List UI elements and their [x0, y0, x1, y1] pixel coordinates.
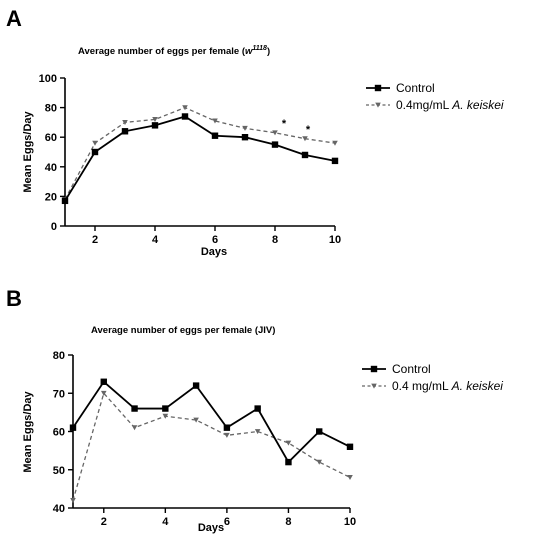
- panel-a-ylabel: Mean Eggs/Day: [22, 110, 34, 192]
- panel-b-treatment-point: [70, 497, 76, 503]
- panel-b-x-tick-label: 8: [285, 516, 291, 528]
- panel-a-x-tick-label: 2: [92, 234, 98, 246]
- panel-a-series-treatment-line: [64, 106, 336, 200]
- panel-b-treatment-point: [100, 390, 107, 396]
- panel-a-control-point: [181, 113, 189, 120]
- panel-a-treatment-point: [152, 117, 158, 123]
- panel-b-treatment-point: [316, 459, 323, 465]
- panel-a-y-tick-label: 40: [45, 162, 57, 174]
- panel-a-y-tick-label: 80: [45, 103, 57, 115]
- panel-b-x-tick-label: 6: [224, 516, 230, 528]
- panel-b-control-point: [69, 424, 77, 431]
- panel-a-treatment-point: [182, 105, 188, 111]
- panel-b-treatment-point: [131, 425, 138, 431]
- panel-a-treatment-point: [122, 120, 128, 125]
- panel-b-x-tick-label: 4: [162, 516, 169, 528]
- panel-a-control-point: [331, 157, 339, 165]
- panel-b-ylabel: Mean Eggs/Day: [22, 390, 34, 472]
- panel-a-xlabel: Days: [201, 246, 227, 258]
- panel-a-control-point: [91, 148, 99, 156]
- panel-b-title: Average number of eggs per female (JIV): [91, 325, 275, 336]
- panel-b-legend-marker: [370, 365, 378, 373]
- panel-b-series-treatment-line: [72, 391, 351, 501]
- panel-b-y-tick-label: 50: [53, 465, 65, 477]
- panel-b-control-point: [346, 443, 354, 450]
- panel-b-control-point: [316, 428, 323, 435]
- panel-b-legend-label: Control: [392, 362, 431, 376]
- panel-a-treatment-point: [92, 140, 98, 146]
- panel-a-control-point: [151, 122, 159, 129]
- panel-b-y-tick-label: 70: [53, 388, 65, 400]
- panel-a-title: Average number of eggs per female (w1118…: [78, 45, 270, 57]
- panel-a-legend-label: Control: [396, 81, 435, 95]
- panel-b-treatment-point: [162, 413, 169, 419]
- panel-b-control-point: [162, 405, 169, 412]
- panel-a-control-point: [61, 197, 69, 205]
- panel-a-y-tick-label: 60: [45, 132, 57, 144]
- panel-a-treatment-point: [272, 130, 278, 136]
- panel-b-xlabel: Days: [198, 522, 224, 534]
- panel-a-letter: A: [6, 6, 22, 31]
- panel-a-x-tick-label: 8: [272, 234, 278, 246]
- panel-a-control-point: [121, 128, 129, 135]
- panel-b-series-control-line: [72, 380, 351, 464]
- panel-b-x-tick-label: 2: [101, 516, 107, 528]
- panel-b-control-point: [223, 424, 231, 431]
- panel-a-x-tick-label: 4: [152, 234, 159, 246]
- panel-b-control-point: [100, 378, 107, 385]
- panel-a-treatment-point: [332, 140, 338, 146]
- panel-b-letter: B: [6, 286, 22, 311]
- panel-a-x-tick-label: 10: [329, 234, 341, 246]
- panel-b-control-point: [192, 382, 200, 389]
- panel-b-treatment-point: [347, 475, 353, 480]
- panel-a-control-point: [301, 151, 309, 159]
- panel-b-treatment-point: [224, 432, 230, 438]
- panel-a-treatment-point: [302, 136, 308, 142]
- panel-a-treatment-point: [212, 118, 218, 124]
- panel-b-legend-marker: [371, 383, 377, 389]
- panel-a-control-point: [241, 134, 249, 141]
- panel-a-significance-asterisk: *: [306, 124, 311, 136]
- panel-a-legend-label: 0.4mg/mL A. keiskei: [396, 98, 504, 112]
- panel-a-significance-asterisk: *: [282, 118, 287, 130]
- panel-b-y-tick-label: 40: [53, 503, 65, 515]
- panel-b-control-point: [285, 458, 292, 466]
- panel-a-series-control-line: [64, 115, 336, 202]
- panel-b-legend-label: 0.4 mg/mL A. keiskei: [392, 379, 503, 393]
- panel-b-x-tick-label: 10: [344, 516, 356, 528]
- panel-a-control-point: [271, 141, 279, 148]
- panel-a-legend-marker: [374, 84, 382, 92]
- panel-b-control-point: [254, 405, 261, 412]
- panel-b-treatment-point: [285, 440, 292, 446]
- panel-a-y-tick-label: 0: [51, 221, 57, 233]
- panel-b-y-tick-label: 80: [53, 350, 65, 362]
- panel-a-control-point: [211, 132, 219, 139]
- panel-a-treatment-point: [242, 125, 248, 131]
- panel-a-plot: 0 20 40 60 80 100 2 4 6 8 10 * * Control 0.4mg/mL A. k…: [39, 73, 504, 246]
- panel-a-x-tick-label: 6: [212, 234, 218, 246]
- panel-b-control-point: [131, 405, 138, 412]
- panel-a-y-tick-label: 100: [39, 73, 57, 85]
- panel-b-plot: 40 50 60 70 80 2 4 6 8 10 Control 0.4 mg/mL A. keis…: [53, 350, 504, 528]
- panel-b-treatment-point: [254, 429, 261, 435]
- panel-a-legend-marker: [375, 102, 381, 108]
- panel-b-y-tick-label: 60: [53, 427, 65, 439]
- panel-b-treatment-point: [193, 417, 199, 423]
- panel-a-y-tick-label: 20: [45, 191, 57, 203]
